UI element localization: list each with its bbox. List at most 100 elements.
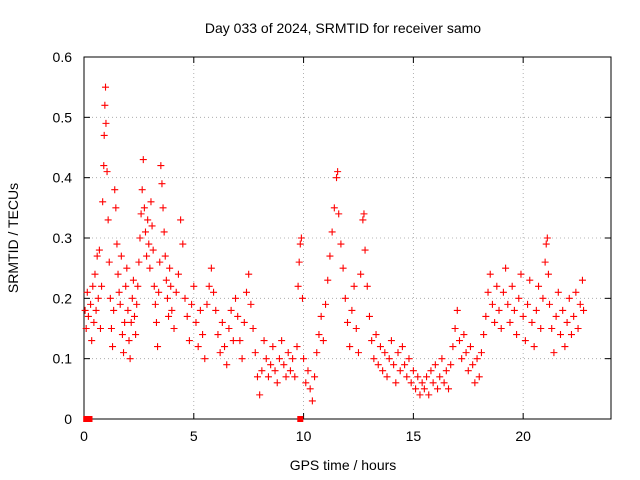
- data-point: [139, 156, 147, 164]
- data-point: [126, 355, 134, 363]
- data-point: [81, 306, 89, 314]
- data-point: [121, 318, 129, 326]
- data-point: [125, 337, 133, 345]
- data-point: [133, 300, 141, 308]
- data-point: [563, 318, 571, 326]
- data-point: [486, 270, 494, 278]
- data-point: [101, 101, 109, 109]
- data-point: [106, 294, 114, 302]
- data-point: [229, 337, 237, 345]
- data-point: [185, 337, 193, 345]
- data-point: [100, 131, 108, 139]
- x-tick-label: 0: [80, 428, 88, 444]
- y-tick-label: 0.6: [53, 49, 73, 65]
- data-point: [576, 300, 584, 308]
- data-point: [128, 294, 136, 302]
- data-point: [158, 180, 166, 188]
- data-point: [95, 246, 103, 254]
- data-point: [304, 367, 312, 375]
- data-point: [442, 367, 450, 375]
- data-point: [181, 294, 189, 302]
- data-point: [423, 373, 431, 381]
- data-point: [165, 312, 173, 320]
- data-point: [113, 240, 121, 248]
- data-point: [143, 252, 151, 260]
- data-point: [539, 294, 547, 302]
- data-point: [504, 300, 512, 308]
- y-axis-label: SRMTID / TECUs: [5, 183, 21, 293]
- data-point: [535, 282, 543, 290]
- data-point: [552, 312, 560, 320]
- data-point: [495, 306, 503, 314]
- data-point: [396, 367, 404, 375]
- data-point: [431, 361, 439, 369]
- data-point: [291, 373, 299, 381]
- data-point: [524, 300, 532, 308]
- data-point: [289, 355, 297, 363]
- data-point: [381, 349, 389, 357]
- data-point: [138, 186, 146, 194]
- data-point: [168, 306, 176, 314]
- data-point: [429, 379, 437, 387]
- data-point: [111, 186, 119, 194]
- data-point: [188, 300, 196, 308]
- data-point: [201, 355, 209, 363]
- data-point: [451, 325, 459, 332]
- data-point: [510, 306, 518, 314]
- data-point: [240, 318, 248, 326]
- data-point: [88, 337, 96, 345]
- data-point-square: [86, 416, 93, 422]
- data-point: [280, 361, 288, 369]
- data-point: [477, 349, 485, 357]
- plot-frame: [83, 56, 612, 420]
- data-point: [466, 343, 474, 351]
- data-point: [405, 355, 413, 363]
- data-point: [580, 306, 588, 314]
- data-point: [234, 312, 242, 320]
- data-point: [90, 318, 98, 326]
- data-point: [361, 246, 369, 254]
- data-point: [438, 355, 446, 363]
- data-point: [317, 312, 325, 320]
- data-point: [521, 337, 529, 345]
- data-point: [420, 385, 428, 393]
- data-point: [152, 318, 160, 326]
- axis-ticks: 0 5 10 15 20 0 0.1 0.2 0.3 0.4 0.5 0.6: [53, 49, 611, 444]
- data-point: [471, 379, 479, 387]
- data-point: [256, 391, 264, 399]
- data-point: [253, 373, 261, 381]
- data-point: [205, 282, 213, 290]
- data-point: [416, 391, 424, 399]
- y-tick-label: 0: [64, 411, 72, 427]
- y-tick-label: 0.5: [53, 109, 73, 125]
- data-point: [409, 367, 417, 375]
- data-point: [295, 258, 303, 266]
- data-point: [379, 367, 387, 375]
- data-point: [96, 325, 104, 332]
- data-point: [129, 276, 137, 284]
- data-point: [414, 373, 422, 381]
- data-point: [293, 343, 301, 351]
- data-point: [167, 282, 175, 290]
- data-point: [160, 228, 168, 236]
- data-point: [412, 385, 420, 393]
- data-point: [84, 312, 92, 320]
- data-point: [282, 373, 290, 381]
- data-point: [238, 355, 246, 363]
- data-point: [212, 306, 220, 314]
- data-point: [166, 264, 174, 272]
- data-point: [92, 306, 100, 314]
- data-points: [81, 83, 588, 422]
- data-point: [398, 343, 406, 351]
- data-point: [339, 264, 347, 272]
- data-point: [103, 168, 111, 176]
- data-point: [94, 294, 102, 302]
- data-point: [372, 331, 380, 339]
- data-point: [458, 355, 466, 363]
- data-point: [354, 349, 362, 357]
- data-point: [561, 343, 569, 351]
- data-point: [462, 349, 470, 357]
- data-point: [394, 349, 402, 357]
- data-point: [513, 331, 521, 339]
- data-point: [149, 246, 157, 254]
